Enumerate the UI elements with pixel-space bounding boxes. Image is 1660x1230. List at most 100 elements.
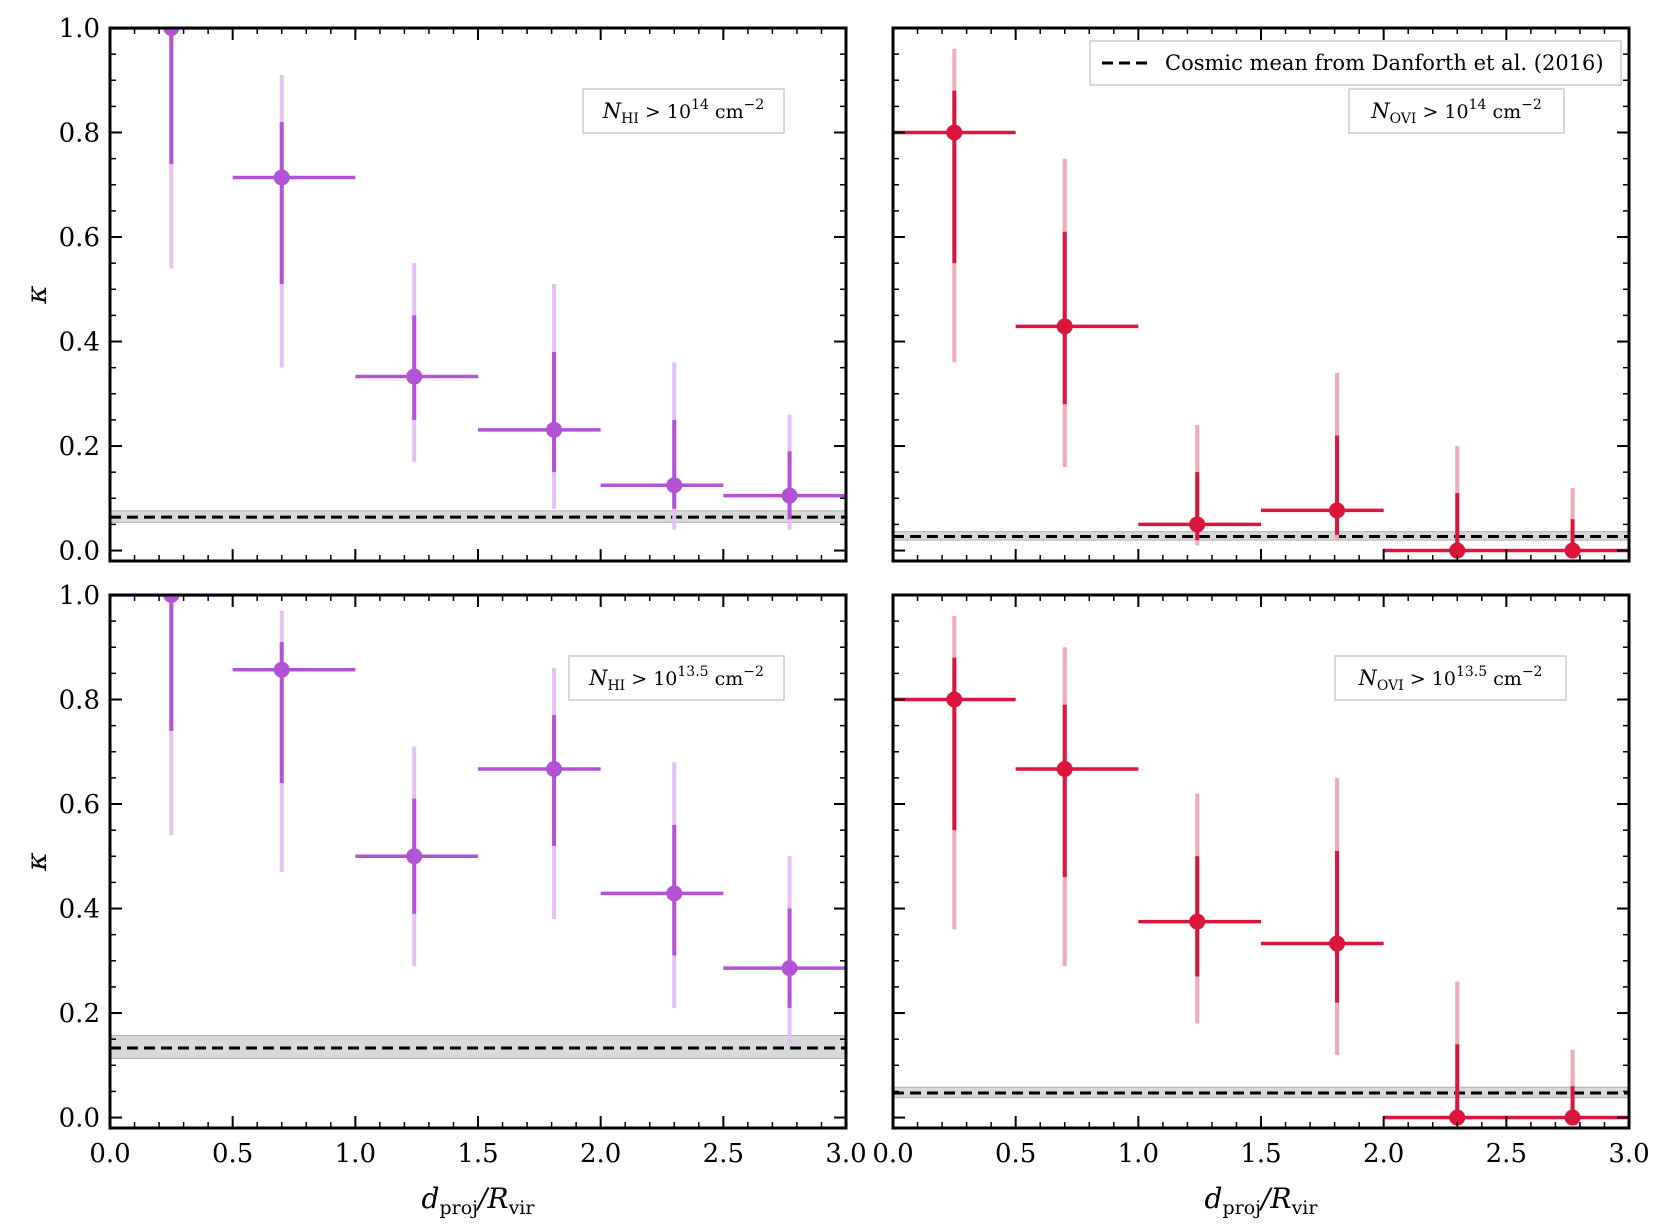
x-tick-label: 0.0 (89, 1139, 130, 1169)
data-marker (1056, 761, 1073, 778)
panel-top-right: NOVI > 1014 cm−2 (891, 26, 1631, 563)
ticks (109, 594, 847, 1128)
x-tick-label: 2.5 (1486, 1139, 1527, 1169)
x-tick-label: 2.0 (1363, 1139, 1404, 1169)
data-marker (406, 848, 423, 865)
data-marker (1564, 1109, 1581, 1126)
data-marker (1329, 502, 1346, 519)
y-tick-label: 0.2 (59, 432, 100, 462)
data-point (1015, 647, 1139, 967)
data-marker (666, 477, 683, 494)
panel-label-box (1348, 88, 1565, 134)
y-tick-label: 1.0 (59, 14, 100, 44)
data-point (1383, 981, 1507, 1126)
panel-top-left: 0.0 0.2 0.4 0.6 0.8 1.0 κ NHI > 1014 cm−2 (20, 14, 848, 567)
legend-box (1089, 40, 1622, 86)
data-point (478, 668, 601, 919)
data-point (232, 610, 356, 872)
panel-label: NHI > 1014 cm−2 (602, 97, 764, 127)
data-point (723, 856, 846, 1045)
data-point (355, 746, 478, 967)
x-tick-label: 1.5 (457, 1139, 498, 1169)
panel-label: NHI > 1013.5 cm−2 (588, 664, 764, 694)
data-point (110, 28, 233, 269)
data-point (355, 263, 478, 462)
data-marker (273, 661, 290, 678)
panel-bottom-left: 0.0 0.2 0.4 0.6 0.8 1.0 0.0 0.5 1.0 1.5 2.0 2.5 3.0 d… (20, 581, 867, 1219)
x-tick-label: 0.0 (872, 1139, 913, 1169)
data-point (1506, 487, 1629, 559)
data-marker (1056, 318, 1073, 335)
data-marker (1449, 542, 1466, 559)
data-point (1261, 777, 1384, 1055)
data-marker (1189, 516, 1206, 533)
x-axis-label: dproj/Rvir (1205, 1182, 1319, 1219)
data-marker (946, 124, 963, 141)
data-marker (273, 169, 290, 186)
data-marker (666, 885, 683, 902)
data-marker (1564, 542, 1581, 559)
x-tick-label: 3.0 (1608, 1139, 1649, 1169)
y-tick-label: 0.4 (59, 328, 100, 358)
data-marker (1329, 935, 1346, 952)
data-marker (163, 595, 180, 603)
panel-label: NOVI > 1013.5 cm−2 (1358, 664, 1543, 694)
data-point (1138, 793, 1261, 1024)
y-tick-label: 0.0 (59, 537, 100, 567)
data-marker (546, 421, 563, 438)
data-marker (1449, 1109, 1466, 1126)
data-point (1138, 425, 1261, 546)
panel-label-box (568, 655, 785, 701)
panel-label: NOVI > 1014 cm−2 (1370, 97, 1542, 127)
ticks (892, 27, 1630, 561)
x-tick-label: 0.5 (995, 1139, 1036, 1169)
data-point (232, 75, 356, 368)
x-tick-label: 2.0 (580, 1139, 621, 1169)
data-point (1383, 446, 1507, 559)
plot-area-top-right (893, 48, 1629, 559)
y-tick-label: 0.6 (59, 223, 100, 253)
panel-label-box (582, 88, 785, 134)
data-marker (781, 487, 798, 504)
data-point (723, 414, 846, 530)
x-tick-label: 1.5 (1240, 1139, 1281, 1169)
y-tick-label: 1.0 (59, 581, 100, 611)
data-point (600, 362, 724, 530)
data-marker (546, 761, 563, 778)
data-marker (406, 368, 423, 385)
y-tick-label: 0.8 (59, 686, 100, 716)
data-point (893, 48, 1016, 363)
x-tick-label: 1.0 (1118, 1139, 1159, 1169)
data-marker (163, 28, 180, 36)
data-point (600, 762, 724, 1008)
data-marker (946, 691, 963, 708)
plot-area-bottom-right (893, 615, 1629, 1126)
y-axis-label: κ (20, 852, 53, 871)
y-tick-label: 0.0 (59, 1104, 100, 1134)
x-tick-label: 1.0 (335, 1139, 376, 1169)
x-axis-label: dproj/Rvir (422, 1182, 536, 1219)
y-axis-label: κ (20, 285, 53, 304)
x-tick-label: 2.5 (703, 1139, 744, 1169)
plot-area-bottom-left (110, 595, 846, 1060)
data-marker (1189, 913, 1206, 930)
data-point (478, 284, 601, 509)
panel-bottom-right: 0.0 0.5 1.0 1.5 2.0 2.5 3.0 dproj/Rvir NOVI > 10… (872, 593, 1650, 1219)
x-tick-label: 0.5 (212, 1139, 253, 1169)
ticks (892, 594, 1630, 1128)
y-tick-label: 0.4 (59, 895, 100, 925)
data-point (1506, 1049, 1629, 1126)
panel-label-box (1334, 655, 1567, 701)
data-point (1015, 158, 1139, 467)
data-point (110, 595, 233, 836)
data-point (1261, 372, 1384, 541)
data-marker (781, 960, 798, 977)
plot-area-top-left (110, 28, 846, 530)
x-tick-label: 3.0 (825, 1139, 866, 1169)
legend-label: Cosmic mean from Danforth et al. (2016) (1165, 51, 1604, 75)
ticks (109, 27, 847, 561)
y-tick-label: 0.2 (59, 999, 100, 1029)
data-point (893, 615, 1016, 930)
y-tick-label: 0.8 (59, 119, 100, 149)
